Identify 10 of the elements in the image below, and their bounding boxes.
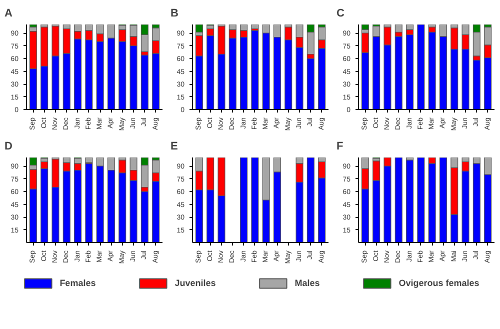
chart-title: E [170,140,178,152]
legend-label: Males [294,278,320,288]
chart-title: F [336,140,344,152]
chart-title: D [4,140,12,152]
chart-title: C [336,8,344,20]
chart-title: B [170,8,178,20]
legend-label: Juveniles [174,278,216,288]
chart-title: A [4,8,12,20]
legend-label: Females [60,278,96,288]
legend-label: Ovigerous females [398,278,480,288]
